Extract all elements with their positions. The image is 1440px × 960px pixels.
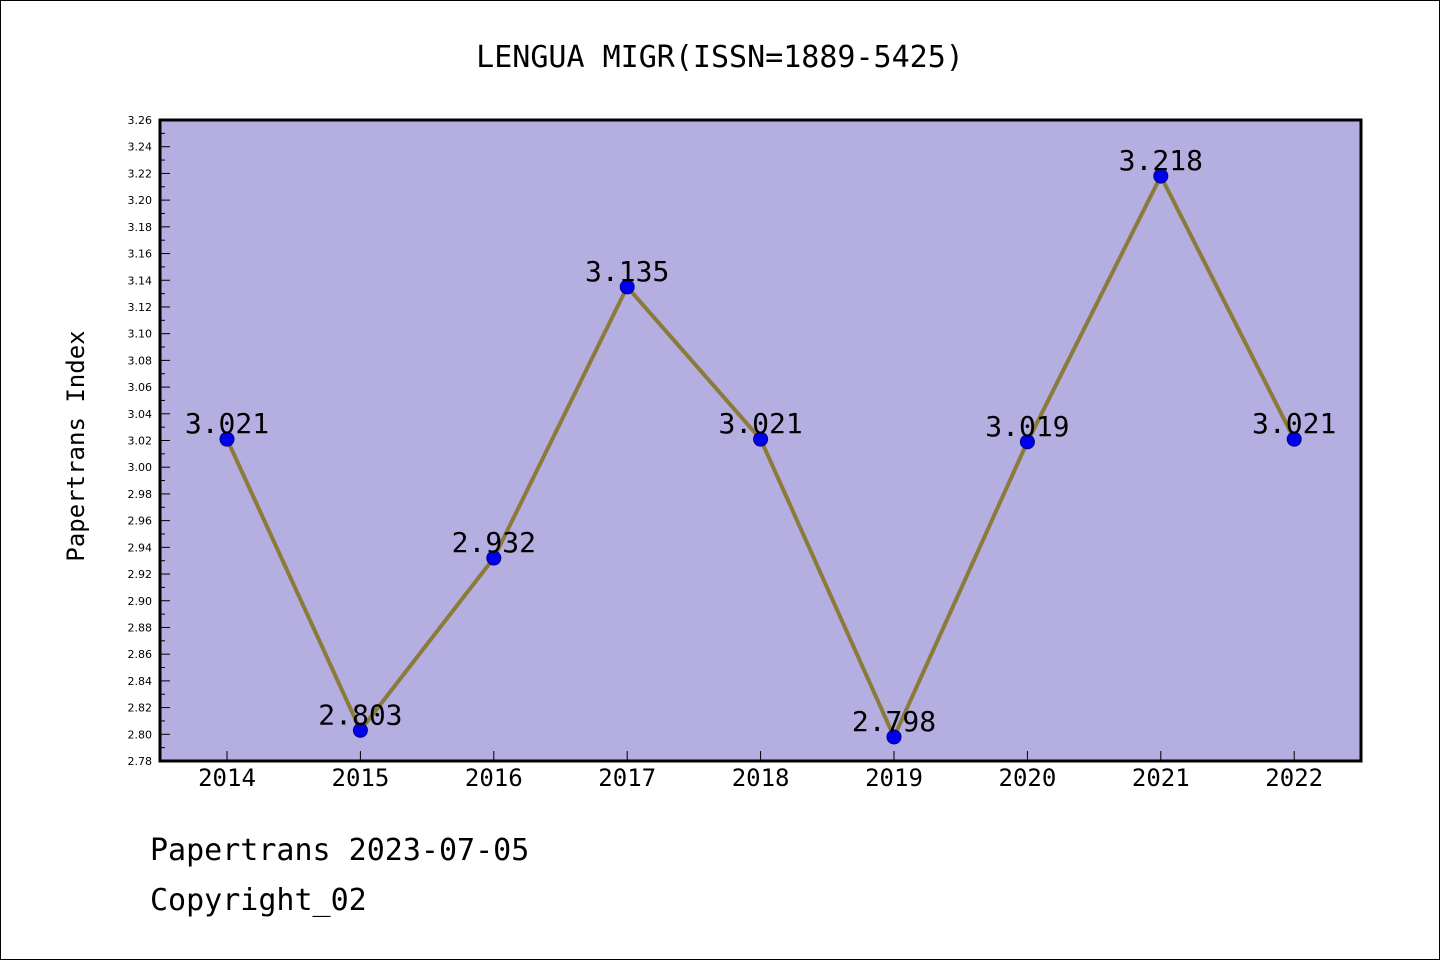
data-point [219, 431, 235, 447]
x-tick-label: 2021 [1132, 764, 1190, 792]
x-tick-label: 2019 [865, 764, 923, 792]
data-point [1019, 434, 1035, 450]
data-label: 3.021 [718, 407, 802, 440]
y-axis: 2.78 2.80 2.82 2.84 2.86 2.88 2.90 2.92 2.94 2.96… [128, 114, 170, 768]
y-tick-label: 2.84 [128, 675, 153, 688]
data-label: 2.798 [852, 705, 936, 738]
y-tick-label: 3.20 [128, 194, 153, 207]
y-tick-label: 3.24 [128, 141, 153, 154]
y-tick-label: 3.02 [128, 435, 153, 448]
y-tick-label: 2.90 [128, 595, 153, 608]
data-point [352, 722, 368, 738]
y-axis-label: Papertrans Index [62, 330, 90, 561]
x-axis: 2014 2015 2016 2017 2018 2019 2020 2021 2022 [198, 751, 1323, 792]
data-label: 3.019 [985, 410, 1069, 443]
chart-title: LENGUA MIGR(ISSN=1889-5425) [476, 40, 964, 75]
y-tick-label: 2.88 [128, 621, 153, 634]
y-tick-label: 2.94 [128, 541, 153, 554]
data-point [753, 431, 769, 447]
y-tick-label: 3.14 [128, 274, 153, 287]
data-label: 3.218 [1119, 144, 1203, 177]
x-tick-label: 2014 [198, 764, 256, 792]
y-tick-label: 2.92 [128, 568, 153, 581]
y-tick-label: 3.18 [128, 221, 153, 234]
x-tick-label: 2015 [332, 764, 390, 792]
footer-date: Papertrans 2023-07-05 [150, 833, 530, 868]
x-tick-label: 2020 [999, 764, 1057, 792]
y-tick-label: 3.10 [128, 328, 153, 341]
y-tick-label: 3.08 [128, 354, 153, 367]
x-tick-label: 2022 [1265, 764, 1323, 792]
data-label: 2.803 [318, 698, 402, 731]
data-label: 3.021 [185, 407, 269, 440]
y-tick-label: 2.96 [128, 515, 153, 528]
y-tick-label: 3.00 [128, 461, 153, 474]
series: 3.021 2.803 2.932 3.135 3.021 2.798 3.019 3.218… [185, 144, 1336, 745]
data-point [1153, 168, 1169, 184]
y-tick-label: 3.22 [128, 167, 153, 180]
y-tick-label: 3.26 [128, 114, 153, 127]
y-tick-label: 3.04 [128, 408, 153, 421]
x-tick-label: 2016 [465, 764, 523, 792]
data-point [486, 550, 502, 566]
y-tick-label: 2.98 [128, 488, 153, 501]
x-tick-label: 2018 [732, 764, 790, 792]
y-tick-label: 2.86 [128, 648, 153, 661]
data-point [1286, 431, 1302, 447]
y-tick-label: 3.12 [128, 301, 153, 314]
data-label: 3.135 [585, 255, 669, 288]
data-label: 3.021 [1252, 407, 1336, 440]
y-tick-label: 3.06 [128, 381, 153, 394]
data-point [619, 279, 635, 295]
y-tick-label: 2.78 [128, 755, 153, 768]
y-tick-label: 3.16 [128, 248, 153, 261]
footer-copyright: Copyright_02 [150, 883, 367, 918]
x-tick-label: 2017 [598, 764, 656, 792]
y-tick-label: 2.82 [128, 702, 153, 715]
data-point [886, 729, 902, 745]
data-label: 2.932 [452, 526, 536, 559]
plot-area [158, 118, 1363, 763]
y-tick-label: 2.80 [128, 728, 153, 741]
